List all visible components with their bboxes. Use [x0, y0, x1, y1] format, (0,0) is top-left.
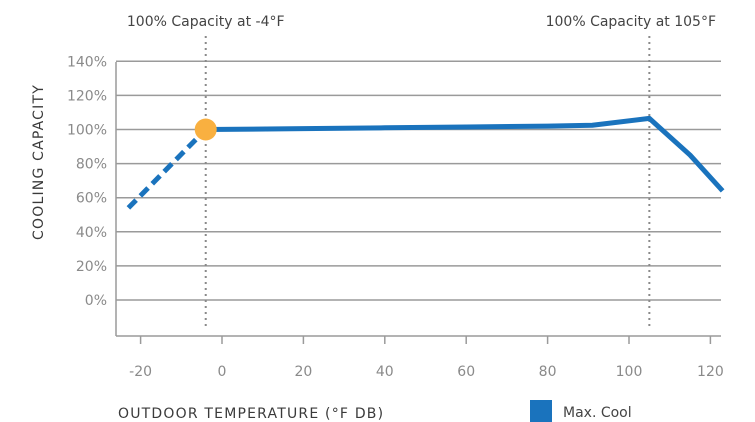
x-tick-label: 100	[616, 364, 643, 380]
marker-dot	[194, 118, 217, 141]
legend-label: Max. Cool	[563, 405, 632, 421]
series-dashed-line	[126, 127, 208, 210]
y-tick-label: 40%	[76, 225, 107, 241]
legend: Max. Cool	[530, 400, 632, 422]
x-tick-label: 20	[294, 364, 312, 380]
y-tick-labels: 140% 120% 100% 80% 60% 40% 20% 0%	[67, 54, 107, 309]
x-axis-title: OUTDOOR TEMPERATURE (°F DB)	[118, 406, 384, 422]
series-solid-line	[205, 115, 725, 193]
legend-swatch	[530, 400, 552, 422]
reference-lines: 100% Capacity at -4°F 100% Capacity at 10…	[127, 14, 716, 326]
y-tick-label: 80%	[76, 157, 107, 173]
grid-lines	[116, 60, 721, 301]
series-max-cool	[126, 115, 725, 210]
y-tick-label: 60%	[76, 191, 107, 207]
y-tick-label: 0%	[85, 293, 107, 309]
reference-label: 100% Capacity at -4°F	[127, 14, 285, 30]
reference-label: 100% Capacity at 105°F	[546, 14, 716, 30]
x-tick-label: 80	[539, 364, 557, 380]
y-tick-label: 20%	[76, 259, 107, 275]
y-tick-label: 140%	[67, 54, 107, 70]
y-axis-title: COOLING CAPACITY	[31, 84, 47, 240]
x-tick-label: 120	[697, 364, 724, 380]
capacity-marker	[194, 118, 217, 141]
axes	[115, 62, 721, 337]
x-ticks: -20 0 20 40 60 80 100 120	[129, 336, 724, 380]
x-tick-label: -20	[129, 364, 152, 380]
y-tick-label: 100%	[67, 123, 107, 139]
x-tick-label: 60	[457, 364, 475, 380]
x-tick-label: 40	[376, 364, 394, 380]
y-tick-label: 120%	[67, 88, 107, 104]
x-tick-label: 0	[218, 364, 227, 380]
